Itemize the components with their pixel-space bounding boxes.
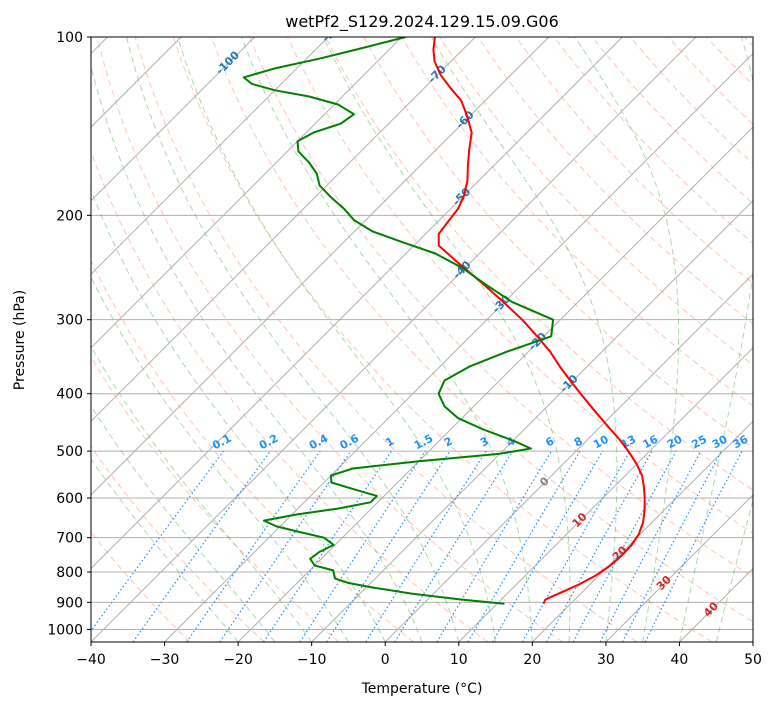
- isotherm-line: [91, 37, 256, 202]
- mixing-ratio-label: 10: [591, 433, 611, 452]
- mixing-ratio-line: [299, 450, 426, 642]
- moist-adiabat-line: [91, 275, 349, 642]
- x-tick-label: 10: [450, 652, 468, 668]
- mixing-ratio-label: 13: [619, 433, 639, 452]
- moist-adiabat-line: [91, 405, 276, 642]
- dry-adiabat-line: [134, 37, 638, 642]
- moist-adiabat-line: [91, 458, 239, 642]
- dewpoint-profile-line: [242, 37, 555, 605]
- isotherm-line: [91, 37, 550, 496]
- isotherm-line: [91, 37, 623, 570]
- isotherm-line: [164, 52, 753, 642]
- mixing-ratio-line: [394, 450, 514, 642]
- mixing-ratio-line: [132, 450, 271, 642]
- isotherm-line: [311, 199, 753, 642]
- isotherm-line: [91, 37, 329, 275]
- x-tick-label: 0: [381, 652, 390, 668]
- mixing-ratio-line: [572, 450, 677, 642]
- dry-adiabat-line: [248, 37, 753, 578]
- plot-area: 0.1 0.2 0.4 0.6 1 1.5 2 3 4 6 8 10 13 16 20 25 30 36-100-…: [91, 21, 753, 642]
- mixing-ratio-label: 16: [641, 432, 661, 451]
- x-axis: −40 −30 −20 −10 0 10 20 30 40 50: [76, 642, 762, 668]
- mixing-ratio-line: [521, 450, 631, 642]
- y-tick-label: 500: [56, 444, 83, 460]
- moist-adiabat-line: [91, 64, 423, 642]
- x-tick-label: 40: [671, 652, 689, 668]
- mixing-ratio-label: 25: [689, 433, 709, 452]
- sounding-profiles: [242, 37, 646, 605]
- mixing-ratio-label: 30: [710, 433, 730, 452]
- x-tick-label: −20: [223, 652, 253, 668]
- isotherm-line: [458, 347, 753, 642]
- dry-adiabat-line: [91, 445, 265, 642]
- moist-adiabat-line: [241, 37, 533, 642]
- y-tick-label: 100: [56, 30, 83, 46]
- x-tick-label: 30: [597, 652, 615, 668]
- x-tick-label: −40: [76, 652, 106, 668]
- y-tick-label: 800: [56, 565, 83, 581]
- mixing-ratio-line: [644, 450, 743, 642]
- x-tick-label: −30: [150, 652, 180, 668]
- isotherm-line: [384, 273, 753, 642]
- moist-adiabat-line: [430, 37, 618, 642]
- y-tick-label: 400: [56, 387, 83, 403]
- dry-adiabat-line: [325, 37, 753, 491]
- mixing-ratio-line: [186, 450, 321, 642]
- y-tick-label: 900: [56, 595, 83, 611]
- isotherm-line: [91, 37, 403, 349]
- y-tick-label: 1000: [47, 622, 83, 638]
- pressure-gridlines: [91, 37, 753, 630]
- chart-title: wetPf2_S129.2024.129.15.09.G06: [285, 12, 559, 32]
- moist-adiabat-line: [91, 188, 386, 642]
- isotherm-line: [91, 37, 476, 423]
- moist-adiabat-line: [574, 37, 680, 642]
- y-tick-label: 300: [56, 313, 83, 329]
- mixing-ratio-line: [262, 450, 392, 642]
- dry-adiabat-line: [91, 259, 414, 642]
- dry-adiabats: [91, 37, 753, 642]
- dry-adiabat-line: [515, 37, 753, 284]
- plot-frame: [90, 36, 754, 643]
- mixing-ratio-label: 36: [731, 433, 751, 452]
- isotherm-line: [91, 37, 697, 642]
- moist-adiabat-line: [177, 37, 497, 642]
- y-axis-title: Pressure (hPa): [12, 290, 28, 390]
- x-tick-label: −10: [297, 652, 327, 668]
- mixing-ratio-line: [546, 450, 653, 642]
- dry-adiabat-line: [91, 356, 340, 642]
- dry-adiabat-line: [210, 37, 753, 623]
- y-tick-label: 600: [56, 491, 83, 507]
- isotherms: [91, 37, 753, 642]
- mixing-ratio-line: [91, 450, 224, 632]
- x-tick-label: 20: [523, 652, 541, 668]
- dry-adiabat-line: [172, 37, 713, 642]
- mixing-ratio-lines: [91, 450, 743, 642]
- mixing-ratio-line: [326, 450, 451, 642]
- moist-adiabat-line: [126, 37, 460, 642]
- mixing-ratio-label: 20: [665, 432, 685, 451]
- temperature-profile-line: [432, 37, 646, 605]
- y-tick-label: 700: [56, 531, 83, 547]
- x-axis-title: Temperature (°C): [361, 681, 483, 697]
- dry-adiabat-line: [287, 37, 753, 534]
- isotherm-label: -90: [319, 21, 342, 44]
- x-tick-label: 50: [744, 652, 762, 668]
- y-tick-label: 200: [56, 208, 83, 224]
- y-axis: 100 200 300 400 500 600 700 800 900 1000: [47, 30, 91, 638]
- mixing-ratio-line: [219, 450, 352, 642]
- moist-adiabat-line: [715, 498, 753, 642]
- moist-adiabats: [91, 37, 753, 642]
- moist-adiabat-line: [678, 37, 753, 642]
- dry-adiabat-line: [96, 37, 563, 642]
- isotherm-line: [605, 494, 753, 642]
